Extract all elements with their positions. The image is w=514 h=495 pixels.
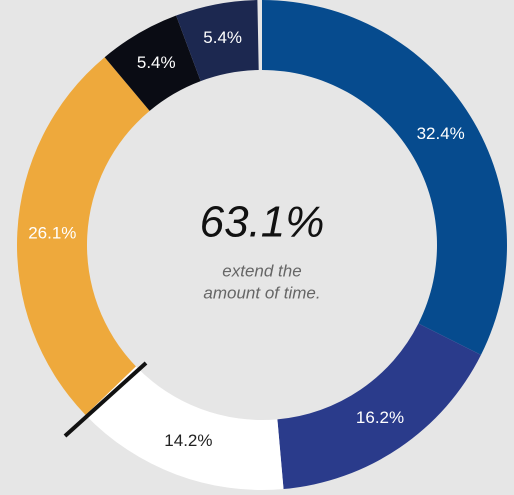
donut-segment	[104, 15, 201, 111]
divider-slash	[63, 361, 148, 438]
value-label: 5.4%	[203, 28, 242, 47]
donut-segment	[85, 366, 284, 490]
center-caption: amount of time.	[203, 283, 320, 302]
center-value: 63.1%	[200, 198, 325, 247]
value-label: 26.1%	[28, 223, 76, 242]
donut-segment	[176, 0, 259, 82]
value-label: 5.4%	[137, 53, 176, 72]
value-label: 16.2%	[356, 408, 404, 427]
value-label: 14.2%	[164, 431, 212, 450]
donut-segment	[277, 323, 481, 490]
donut-segment	[17, 57, 150, 415]
center-caption: extend the	[222, 261, 301, 280]
value-label: 32.4%	[417, 124, 465, 143]
donut-segment	[262, 0, 507, 355]
